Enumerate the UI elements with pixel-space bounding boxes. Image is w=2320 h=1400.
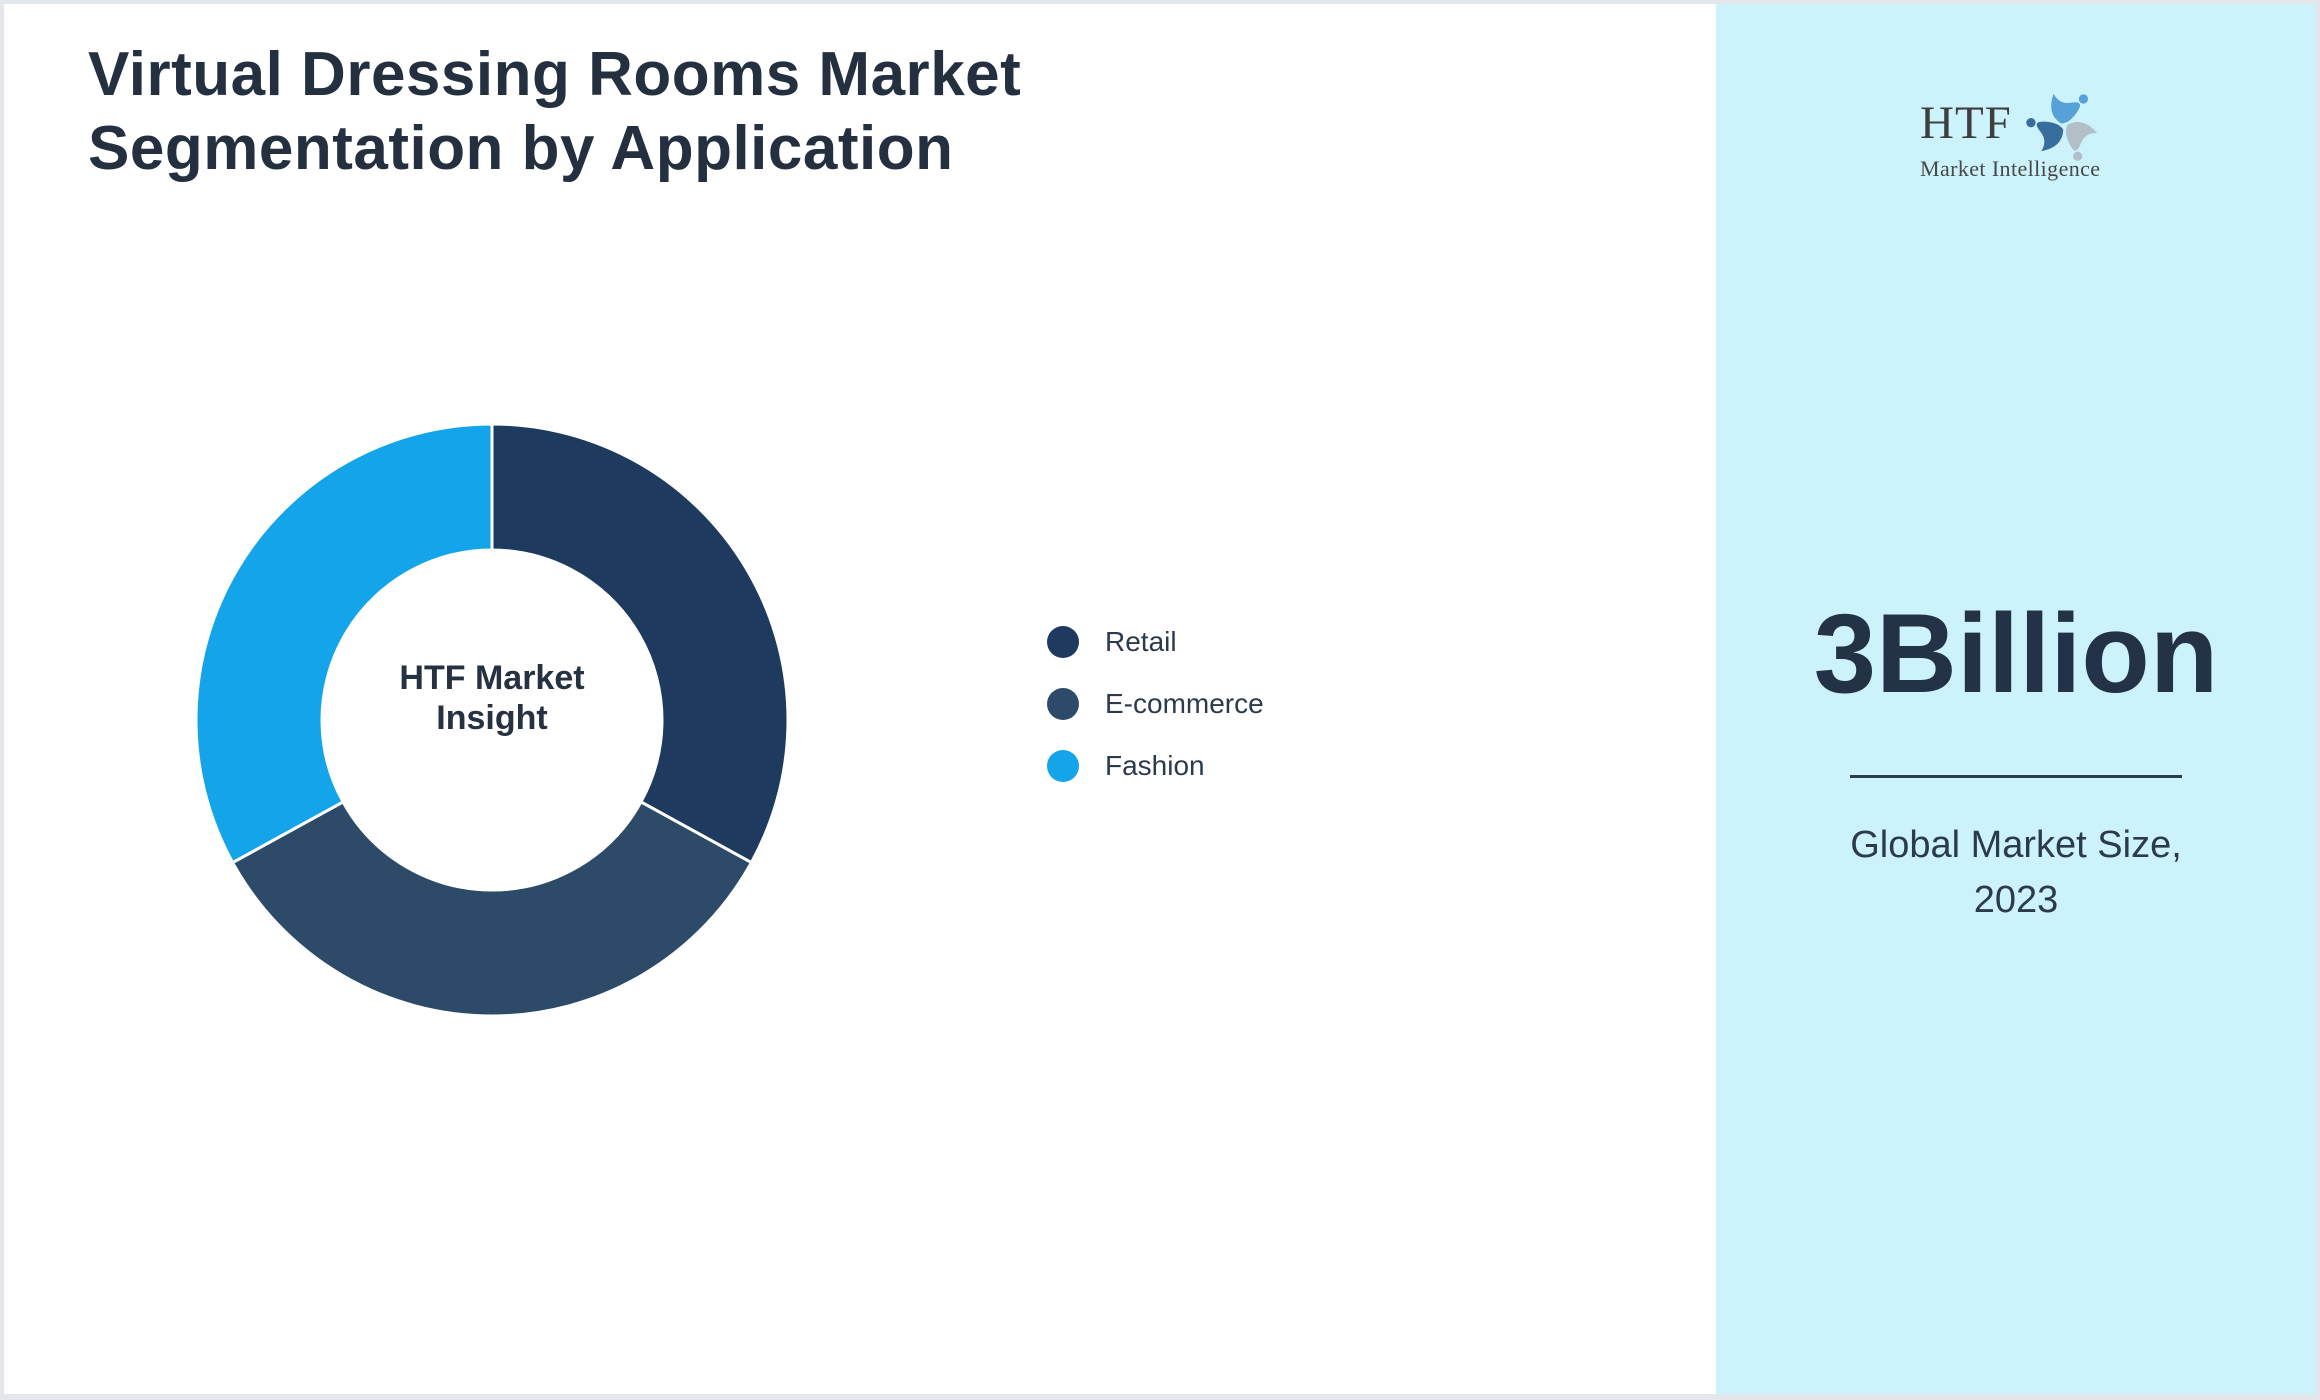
donut-segment-retail: [490, 422, 790, 865]
donut-center-label-line2: Insight: [436, 699, 548, 738]
market-size-label-line1: Global Market Size,: [1850, 824, 2182, 866]
legend-swatch-icon: [1047, 626, 1079, 658]
legend-label: E-commerce: [1105, 688, 1264, 719]
swirl-figure-2: [2065, 122, 2098, 161]
swirl-figure-3: [2026, 118, 2064, 152]
donut-segment-fashion: [194, 422, 494, 865]
legend-item-fashion: Fashion: [1047, 750, 1264, 782]
legend-label: Fashion: [1105, 750, 1205, 781]
page-title: Virtual Dressing Rooms Market Segmentati…: [88, 38, 1188, 187]
sidebar: HTF Market Intelligence 3Billion Global …: [1716, 4, 2316, 1394]
legend-swatch-icon: [1047, 750, 1079, 782]
page-title-line2: Segmentation by Application: [88, 114, 954, 184]
legend-item-retail: Retail: [1047, 626, 1264, 658]
legend-item-e-commerce: E-commerce: [1047, 688, 1264, 720]
htf-logo-swirl-icon: [2026, 93, 2098, 161]
htf-logo: HTF Market Intelligence: [1920, 84, 2112, 189]
page-title-line1: Virtual Dressing Rooms Market: [88, 40, 1022, 109]
market-size-label-line2: 2023: [1973, 879, 2059, 922]
donut-center-label-line1: HTF Market: [399, 659, 585, 697]
donut-center-label: HTF Market Insight: [292, 658, 692, 738]
stat-divider: [1850, 775, 2182, 778]
htf-logo-subtext: Market Intelligence: [1920, 156, 2101, 181]
swirl-figure-1: [2051, 93, 2089, 124]
main-area: Virtual Dressing Rooms Market Segmentati…: [4, 4, 1716, 1394]
legend-label: Retail: [1105, 626, 1177, 657]
market-size-value: 3Billion: [1813, 591, 2219, 716]
donut-chart-svg: [194, 422, 790, 1018]
htf-logo-text: HTF: [1920, 97, 2012, 149]
legend-swatch-icon: [1047, 688, 1079, 720]
market-size-label: Global Market Size, 2023: [1716, 818, 2316, 928]
donut-segment-e-commerce: [230, 799, 754, 1018]
donut-chart: HTF Market Insight: [192, 420, 792, 1020]
chart-legend: Retail E-commerce Fashion: [1047, 626, 1264, 812]
